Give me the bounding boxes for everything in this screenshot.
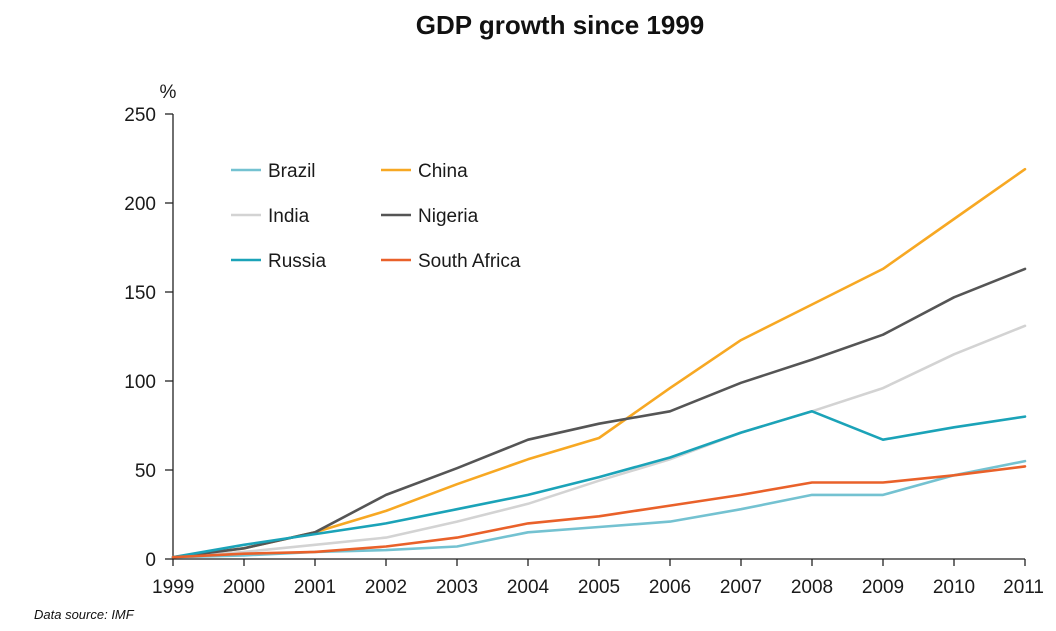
- x-tick-label: 2009: [862, 577, 904, 598]
- legend-label-south-africa: South Africa: [418, 251, 521, 272]
- y-tick-label: 0: [145, 550, 156, 571]
- x-tick-label: 2003: [436, 577, 478, 598]
- x-tick-label: 1999: [152, 577, 194, 598]
- legend-label-brazil: Brazil: [268, 161, 316, 182]
- series-lines: [171, 167, 1027, 559]
- y-tick-label: 100: [124, 372, 156, 393]
- x-tick-label: 2005: [578, 577, 620, 598]
- y-tick-label: 150: [124, 283, 156, 304]
- legend-label-russia: Russia: [268, 251, 327, 272]
- y-axis-ticks: 0 50 100 150 200 250: [124, 105, 173, 571]
- x-tick-label: 2004: [507, 577, 550, 598]
- series-line-nigeria: [171, 267, 1027, 559]
- y-tick-label: 50: [135, 461, 156, 482]
- x-tick-label: 2000: [223, 577, 265, 598]
- x-tick-label: 2011: [1003, 577, 1044, 598]
- x-axis-ticks: 1999 2000 2001 2002 2003 2004 2005 2006 2007 2008…: [152, 559, 1044, 598]
- series-line-brazil: [171, 459, 1027, 559]
- x-tick-label: 2001: [294, 577, 336, 598]
- y-tick-label: 200: [124, 194, 156, 215]
- series-line-india: [171, 324, 1027, 559]
- legend-label-china: China: [418, 161, 468, 182]
- series-line-south-africa: [171, 465, 1027, 559]
- series-line-china: [171, 167, 1027, 559]
- x-tick-label: 2002: [365, 577, 407, 598]
- data-source-note: Data source: IMF: [34, 607, 135, 622]
- x-tick-label: 2007: [720, 577, 762, 598]
- x-tick-label: 2006: [649, 577, 691, 598]
- legend-label-india: India: [268, 206, 310, 227]
- y-axis-label: %: [160, 82, 177, 103]
- x-tick-label: 2010: [933, 577, 975, 598]
- legend: Brazil China India Nigeria Russia South Afric…: [231, 161, 521, 272]
- legend-label-nigeria: Nigeria: [418, 206, 479, 227]
- series-line-russia: [171, 409, 1027, 559]
- y-tick-label: 250: [124, 105, 156, 126]
- x-tick-label: 2008: [791, 577, 833, 598]
- chart-title: GDP growth since 1999: [416, 10, 705, 40]
